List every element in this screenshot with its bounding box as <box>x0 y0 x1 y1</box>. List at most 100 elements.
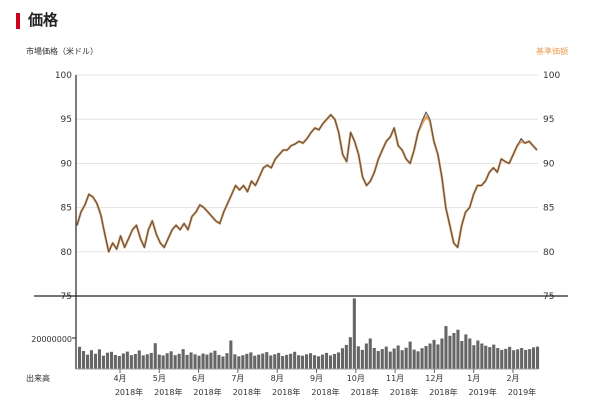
x-tick-year: 2019年 <box>508 387 536 397</box>
volume-bar <box>408 341 412 369</box>
y-tick-left: 90 <box>61 159 73 169</box>
x-tick-year: 2018年 <box>390 387 418 397</box>
volume-bar <box>428 343 432 369</box>
volume-bar <box>368 338 372 369</box>
y-tick-right: 100 <box>543 71 560 81</box>
volume-bar <box>516 349 520 369</box>
volume-bar <box>416 351 420 369</box>
volume-bar <box>165 353 169 369</box>
volume-bar <box>133 354 137 369</box>
volume-bar <box>229 340 233 369</box>
volume-bar <box>452 333 456 369</box>
volume-bar <box>536 346 540 369</box>
volume-bar <box>301 355 305 369</box>
volume-bar <box>189 352 193 369</box>
volume-bar <box>532 347 536 369</box>
volume-bar <box>125 351 129 369</box>
volume-bar <box>249 352 253 369</box>
volume-bar <box>137 350 141 369</box>
x-tick-year: 2018年 <box>115 387 143 397</box>
volume-bar <box>193 354 197 369</box>
volume-bar <box>464 334 468 369</box>
volume-bar <box>237 356 241 369</box>
volume-bar <box>78 346 82 369</box>
volume-bar <box>217 354 221 369</box>
volume-bar <box>177 353 181 369</box>
volume-bar <box>448 335 452 369</box>
volume-bar <box>121 353 125 369</box>
volume-bar <box>520 348 524 369</box>
volume-bar <box>480 343 484 369</box>
volume-bar <box>328 355 332 369</box>
volume-bar <box>201 353 205 369</box>
volume-bar <box>364 343 368 369</box>
volume-bar <box>97 349 101 369</box>
volume-bar <box>508 346 512 369</box>
volume-bar <box>149 352 153 369</box>
volume-bar <box>512 350 516 369</box>
volume-bar <box>500 349 504 369</box>
x-tick-month: 10月 <box>347 374 365 383</box>
volume-bar <box>185 354 189 369</box>
volume-bar <box>388 351 392 369</box>
volume-bar <box>436 344 440 369</box>
volume-bar <box>181 349 185 369</box>
volume-bar <box>424 346 428 369</box>
volume-bar <box>472 345 476 369</box>
x-tick-year: 2018年 <box>429 387 457 397</box>
volume-bar <box>348 337 352 369</box>
volume-bar <box>253 355 257 369</box>
volume-bar <box>360 349 364 369</box>
volume-bar <box>161 355 165 369</box>
volume-bar <box>384 346 388 369</box>
volume-bar <box>197 355 201 369</box>
volume-bar <box>380 349 384 369</box>
x-tick-year: 2018年 <box>233 387 261 397</box>
volume-label: 出来高 <box>26 373 50 383</box>
volume-bar <box>86 354 90 369</box>
x-tick-month: 9月 <box>310 374 323 383</box>
x-tick-month: 2月 <box>506 374 519 383</box>
volume-bar <box>245 353 249 369</box>
volume-bar <box>412 349 416 369</box>
volume-bar <box>105 352 109 369</box>
x-tick-year: 2018年 <box>154 387 182 397</box>
volume-bar <box>221 356 225 369</box>
volume-bar <box>336 352 340 369</box>
y-tick-left: 95 <box>61 115 72 125</box>
volume-bar <box>440 338 444 369</box>
x-tick-month: 12月 <box>425 374 443 383</box>
volume-bar <box>281 356 285 369</box>
volume-bar <box>265 352 269 369</box>
x-tick-year: 2018年 <box>351 387 379 397</box>
volume-bar <box>524 349 528 369</box>
volume-bar <box>504 348 508 369</box>
volume-bar <box>257 354 261 369</box>
y-tick-right: 90 <box>543 159 555 169</box>
volume-bar <box>444 326 448 369</box>
x-tick-month: 1月 <box>467 374 480 383</box>
volume-bar <box>305 354 309 369</box>
volume-bar <box>169 351 173 369</box>
volume-bar <box>320 354 324 369</box>
y-tick-right: 75 <box>543 292 554 302</box>
y-tick-left: 85 <box>61 204 72 214</box>
x-tick-month: 8月 <box>271 374 284 383</box>
volume-bar <box>173 355 177 369</box>
volume-bar <box>141 355 145 369</box>
volume-bar <box>273 354 277 369</box>
volume-bar <box>113 354 117 369</box>
volume-bar <box>356 346 360 369</box>
volume-bar <box>241 355 245 369</box>
volume-bar <box>420 348 424 369</box>
nav-series-line <box>75 113 538 253</box>
x-tick-month: 7月 <box>231 374 244 383</box>
x-tick-year: 2018年 <box>193 387 221 397</box>
volume-bar <box>496 348 500 369</box>
volume-bar <box>261 353 265 369</box>
volume-bar <box>476 340 480 369</box>
volume-bar <box>89 350 93 369</box>
x-tick-year: 2018年 <box>272 387 300 397</box>
volume-bar <box>432 339 436 369</box>
